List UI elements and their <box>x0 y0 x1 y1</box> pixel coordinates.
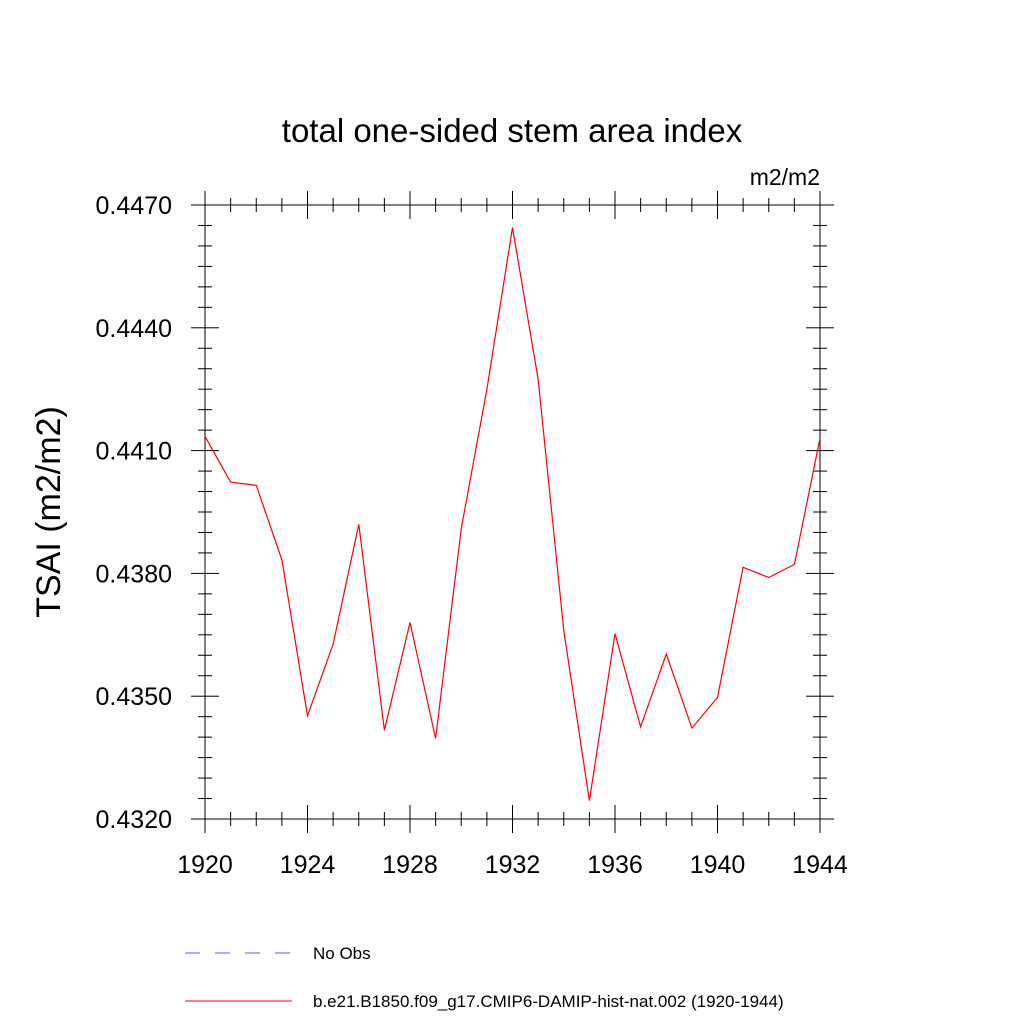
y-tick-label: 0.4380 <box>96 560 172 588</box>
legend: No Obs b.e21.B1850.f09_g17.CMIP6-DAMIP-h… <box>185 944 784 1011</box>
x-tick-label: 1940 <box>690 851 746 879</box>
x-tick-label: 1932 <box>485 851 541 879</box>
y-tick-label: 0.4470 <box>96 192 172 220</box>
y-axis-label: TSAI (m2/m2) <box>30 406 68 618</box>
x-tick-label: 1920 <box>177 851 233 879</box>
x-tick-label: 1944 <box>792 851 848 879</box>
chart-title: total one-sided stem area index <box>282 112 743 149</box>
x-tick-label: 1924 <box>280 851 336 879</box>
plot-area <box>204 204 821 820</box>
legend-label-model-run: b.e21.B1850.f09_g17.CMIP6-DAMIP-hist-nat… <box>313 992 784 1011</box>
x-tick-label: 1936 <box>587 851 643 879</box>
x-axis-ticks: 1920 1924 1928 1932 1936 1940 1944 <box>177 191 848 879</box>
y-tick-label: 0.4350 <box>96 683 172 711</box>
y-tick-label: 0.4410 <box>96 438 172 466</box>
y-tick-label: 0.4320 <box>96 806 172 834</box>
y-axis-ticks: 0.4320 0.4350 0.4380 0.4410 0.4440 0.4470 <box>96 192 834 834</box>
x-tick-label: 1928 <box>382 851 438 879</box>
data-series <box>204 227 821 801</box>
y-tick-label: 0.4440 <box>96 315 172 343</box>
series-line <box>204 227 821 801</box>
units-label: m2/m2 <box>750 164 820 190</box>
plot-frame <box>204 204 821 820</box>
legend-label-no-obs: No Obs <box>313 944 371 963</box>
